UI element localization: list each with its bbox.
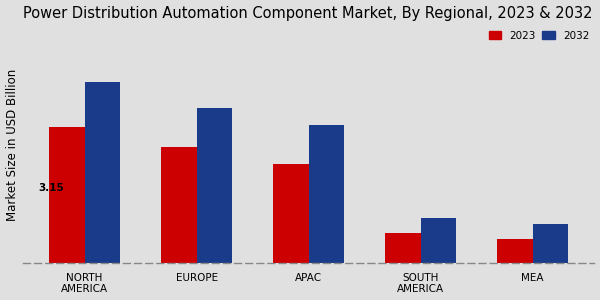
Text: 3.15: 3.15 — [38, 183, 64, 194]
Bar — [197, 108, 232, 263]
Bar — [308, 125, 344, 263]
Bar — [533, 224, 568, 263]
Legend: 2023, 2032: 2023, 2032 — [488, 31, 589, 41]
Text: Power Distribution Automation Component Market, By Regional, 2023 & 2032: Power Distribution Automation Component … — [23, 6, 592, 21]
Bar — [385, 233, 421, 263]
Bar — [85, 82, 121, 263]
Bar — [49, 127, 85, 263]
Bar — [497, 239, 533, 263]
Y-axis label: Market Size in USD Billion: Market Size in USD Billion — [5, 68, 19, 220]
Bar — [421, 218, 457, 263]
Bar — [161, 147, 197, 263]
Bar — [273, 164, 308, 263]
